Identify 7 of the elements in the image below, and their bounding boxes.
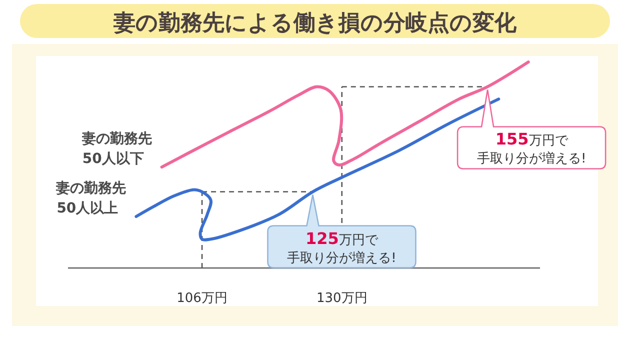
annotation: 155万円で手取り分が増える! [476,130,586,167]
series-label: 妻の勤務先 50人以下 [80,131,152,168]
x-tick-label: 106万円 [176,291,228,306]
x-tick-label: 130万円 [316,291,368,306]
series-label: 妻の勤務先 50人以上 [55,180,126,216]
chart-title: 妻の勤務先による働き損の分岐点の変化 [112,10,518,36]
annotation: 125万円で手取り分が増える! [287,228,396,266]
